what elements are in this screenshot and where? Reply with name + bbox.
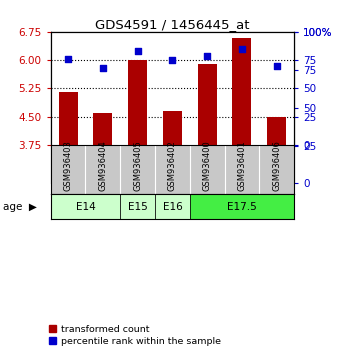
- Text: E17.5: E17.5: [227, 201, 257, 212]
- Bar: [155, 194, 190, 219]
- Bar: [93, 113, 113, 145]
- Text: GSM936402: GSM936402: [168, 141, 177, 191]
- Bar: [128, 60, 147, 145]
- Bar: [190, 194, 294, 219]
- Bar: [51, 194, 120, 219]
- Bar: [198, 64, 217, 145]
- Text: GSM936405: GSM936405: [133, 141, 142, 191]
- Point: [204, 61, 210, 67]
- Point: [100, 65, 105, 71]
- Title: GDS4591 / 1456445_at: GDS4591 / 1456445_at: [95, 18, 250, 31]
- Bar: [267, 117, 286, 145]
- Point: [204, 53, 210, 58]
- Point: [170, 67, 175, 73]
- Bar: [58, 92, 78, 145]
- Point: [239, 52, 245, 57]
- Point: [274, 74, 280, 80]
- Point: [100, 78, 105, 83]
- Text: GSM936403: GSM936403: [64, 140, 73, 191]
- Text: GSM936400: GSM936400: [203, 141, 212, 191]
- Text: E14: E14: [76, 201, 95, 212]
- Point: [65, 56, 71, 62]
- Text: age  ▶: age ▶: [3, 201, 37, 212]
- Text: E16: E16: [163, 201, 182, 212]
- Legend: transformed count, percentile rank within the sample: transformed count, percentile rank withi…: [49, 325, 221, 346]
- Text: GSM936404: GSM936404: [98, 141, 107, 191]
- Point: [274, 63, 280, 69]
- Point: [239, 46, 245, 52]
- Point: [65, 65, 71, 71]
- Point: [135, 48, 140, 54]
- Text: GSM936406: GSM936406: [272, 140, 281, 191]
- Bar: [163, 111, 182, 145]
- Bar: [120, 194, 155, 219]
- Text: GSM936401: GSM936401: [237, 141, 246, 191]
- Text: E15: E15: [128, 201, 147, 212]
- Bar: [232, 38, 251, 145]
- Point: [170, 57, 175, 63]
- Point: [135, 55, 140, 61]
